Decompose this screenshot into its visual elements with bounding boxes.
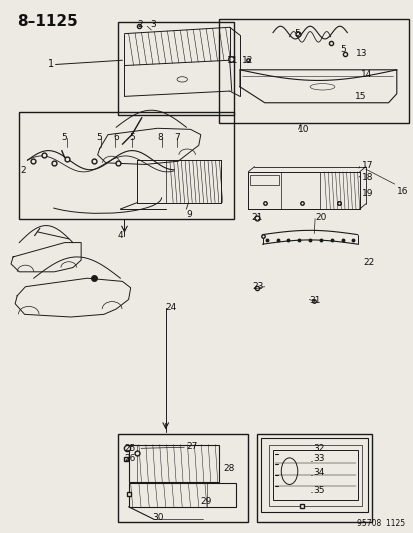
Text: 18: 18 (361, 173, 373, 182)
Text: 10: 10 (297, 125, 309, 134)
Text: 28: 28 (223, 464, 234, 473)
Text: 7: 7 (173, 133, 179, 142)
Text: 12: 12 (241, 56, 252, 64)
Text: 8: 8 (157, 133, 163, 142)
Bar (128, 483, 235, 507)
Text: 13: 13 (355, 50, 366, 58)
Text: 27: 27 (186, 442, 197, 451)
Bar (256, 434, 371, 522)
Bar (118, 22, 233, 115)
Text: 11: 11 (226, 56, 238, 64)
Bar (128, 445, 219, 482)
Text: 17: 17 (361, 161, 373, 170)
Bar (272, 450, 357, 500)
Text: 5: 5 (62, 133, 67, 142)
Text: 3: 3 (150, 20, 155, 29)
Text: 29: 29 (200, 497, 212, 506)
Text: 25: 25 (124, 444, 135, 453)
Text: 20: 20 (314, 213, 326, 222)
Text: 6: 6 (113, 133, 119, 142)
Text: 24: 24 (164, 303, 176, 312)
Text: 4: 4 (117, 231, 123, 240)
Bar (19, 112, 233, 219)
Text: 5: 5 (294, 29, 299, 38)
Bar (250, 174, 278, 185)
Text: 15: 15 (354, 92, 366, 101)
Text: 1: 1 (48, 60, 54, 69)
Text: 9: 9 (186, 210, 192, 219)
Text: 5: 5 (129, 133, 135, 142)
Text: 8–1125: 8–1125 (17, 14, 78, 29)
Text: 22: 22 (362, 258, 373, 266)
Text: 2: 2 (138, 20, 143, 29)
Text: 21: 21 (251, 213, 262, 222)
Text: 31: 31 (309, 296, 320, 305)
Text: 5: 5 (339, 45, 345, 54)
Bar (268, 445, 361, 506)
Text: 14: 14 (360, 70, 371, 78)
Text: 33: 33 (313, 455, 324, 463)
Text: 34: 34 (313, 469, 324, 477)
Bar (260, 438, 367, 512)
Text: 2: 2 (21, 166, 26, 175)
Text: 23: 23 (252, 282, 263, 291)
Text: 95708  1125: 95708 1125 (356, 519, 404, 528)
Text: 32: 32 (313, 444, 324, 453)
Text: 26: 26 (124, 455, 135, 463)
Text: 35: 35 (313, 486, 324, 495)
Bar (219, 19, 408, 123)
Text: 5: 5 (96, 133, 102, 142)
Text: 19: 19 (361, 189, 373, 198)
Text: 30: 30 (152, 513, 164, 522)
Bar (118, 434, 248, 522)
Text: 16: 16 (396, 187, 407, 196)
